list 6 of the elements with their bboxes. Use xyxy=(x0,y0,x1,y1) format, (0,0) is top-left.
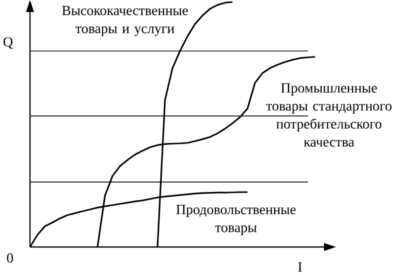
text: 0 xyxy=(7,253,13,263)
series-label: Продовольственные товары xyxy=(176,204,296,236)
x-axis-title: I xyxy=(298,262,302,272)
series-label: Промышленные товары стандартного потребительского качества xyxy=(266,83,392,147)
y-axis-title: Q xyxy=(4,37,13,49)
legend-label: Высококачественные товары и услуги xyxy=(62,6,188,36)
